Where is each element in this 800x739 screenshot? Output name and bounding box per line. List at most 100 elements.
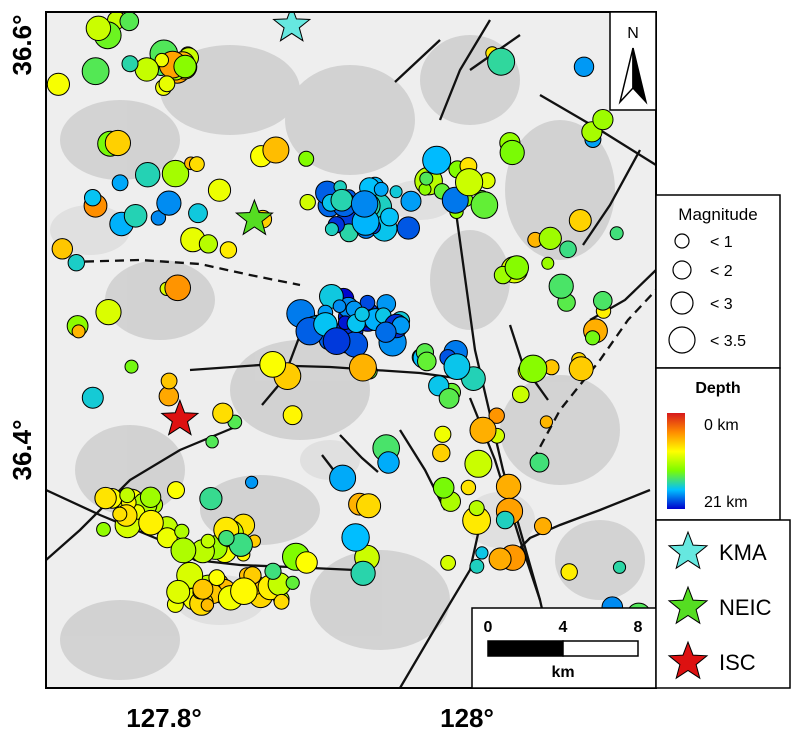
y-tick-36-6: 36.6° (7, 14, 37, 75)
north-label: N (627, 25, 639, 42)
earthquake-marker (71, 324, 86, 339)
earthquake-marker (443, 353, 471, 381)
y-tick-36-4: 36.4° (7, 419, 37, 480)
north-arrow-right-icon (632, 47, 648, 105)
earthquake-marker (434, 425, 452, 443)
earthquake-marker (230, 577, 258, 606)
earthquake-marker (167, 481, 185, 500)
earthquake-marker (207, 178, 232, 202)
earthquake-marker (298, 150, 315, 167)
earthquake-marker (164, 274, 191, 302)
earthquake-marker (282, 405, 303, 426)
epicenter-star-kma (272, 12, 312, 42)
earthquake-marker (341, 523, 370, 552)
earthquake-marker (504, 255, 529, 280)
x-tick-128: 128° (440, 703, 494, 733)
earthquake-marker (51, 238, 73, 260)
earthquake-marker (174, 523, 190, 540)
earthquake-marker (380, 207, 399, 227)
earthquake-marker (560, 563, 578, 581)
earthquake-marker (218, 530, 235, 547)
depth-colorbar (667, 413, 685, 509)
earthquake-marker (173, 54, 197, 79)
earthquake-marker (495, 510, 515, 530)
earthquake-marker (112, 506, 128, 522)
agency-label-isc: ISC (719, 650, 756, 675)
earthquake-marker (518, 354, 548, 383)
earthquake-marker (188, 203, 208, 224)
map-panel (46, 12, 656, 688)
earthquake-marker (350, 560, 376, 586)
earthquake-marker (354, 306, 370, 322)
scale-segment-black (487, 640, 564, 657)
earthquake-marker (373, 181, 389, 197)
epicenter-markers (160, 12, 312, 436)
earthquake-marker (208, 569, 226, 587)
magnitude-symbol-3 (670, 291, 694, 315)
earthquake-marker (158, 386, 180, 407)
earthquake-marker (539, 415, 554, 429)
earthquake-marker (609, 226, 624, 241)
earthquake-marker (464, 449, 493, 478)
agency-label-neic: NEIC (719, 595, 772, 620)
earthquake-marker (512, 385, 530, 404)
epicenter-star-neic (234, 198, 274, 236)
earthquake-marker (538, 226, 562, 250)
earthquake-marker (150, 210, 167, 226)
earthquake-marker (119, 487, 136, 504)
earthquake-marker (440, 555, 457, 571)
earthquake-marker (470, 191, 499, 219)
scale-segment-white (562, 640, 639, 657)
earthquake-marker (124, 359, 139, 374)
earthquake-marker (356, 493, 382, 519)
earthquake-marker (219, 241, 238, 259)
earthquake-marker (568, 356, 594, 382)
earthquake-marker (199, 487, 223, 511)
earthquake-marker (166, 579, 191, 604)
earthquake-marker (96, 522, 111, 537)
earthquake-marker (262, 136, 290, 164)
earthquake-marker (161, 159, 190, 188)
earthquake-marker (138, 509, 164, 536)
earthquake-marker (135, 162, 161, 188)
earthquake-marker (212, 402, 234, 424)
earthquake-marker (389, 185, 403, 199)
scale-tick-0: 0 (484, 619, 493, 636)
scale-unit: km (551, 664, 574, 681)
earthquake-marker (593, 291, 613, 311)
agency-label-kma: KMA (719, 540, 767, 565)
earthquake-marker (67, 254, 86, 272)
depth-max-label: 21 km (704, 494, 748, 511)
earthquake-marker (592, 109, 614, 131)
north-arrow: N (609, 11, 657, 111)
earthquake-marker (245, 475, 259, 489)
earthquake-marker (285, 575, 300, 590)
earthquake-marker (568, 209, 592, 232)
earthquake-marker (377, 451, 400, 474)
earthquake-marker (158, 75, 176, 93)
earthquake-marker (324, 222, 339, 237)
magnitude-title: Magnitude (678, 205, 757, 224)
magnitude-label-1: < 1 (710, 234, 733, 251)
magnitude-legend: Magnitude < 1 < 2 < 3 < 3.5 (655, 194, 781, 369)
earthquake-marker (329, 464, 357, 492)
earthquake-marker (469, 416, 497, 444)
earthquake-marker (499, 139, 525, 166)
earthquake-marker (299, 194, 316, 211)
earthquake-marker (559, 240, 577, 259)
earthquake-marker (46, 72, 71, 96)
earthquake-marker (84, 189, 102, 207)
scale-bar: 0 4 8 km (471, 607, 657, 689)
earthquake-marker (123, 204, 148, 228)
x-tick-127-8: 127.8° (126, 703, 201, 733)
star-icon (667, 585, 709, 625)
earthquake-marker (460, 479, 477, 496)
earthquake-marker (170, 537, 197, 564)
earthquake-marker (95, 299, 122, 326)
magnitude-label-3: < 3 (710, 296, 733, 313)
earthquake-marker (548, 273, 574, 299)
earthquake-marker (419, 171, 434, 186)
earthquake-marker (139, 486, 162, 508)
earthquake-marker (330, 188, 354, 212)
earthquake-marker (469, 558, 485, 574)
